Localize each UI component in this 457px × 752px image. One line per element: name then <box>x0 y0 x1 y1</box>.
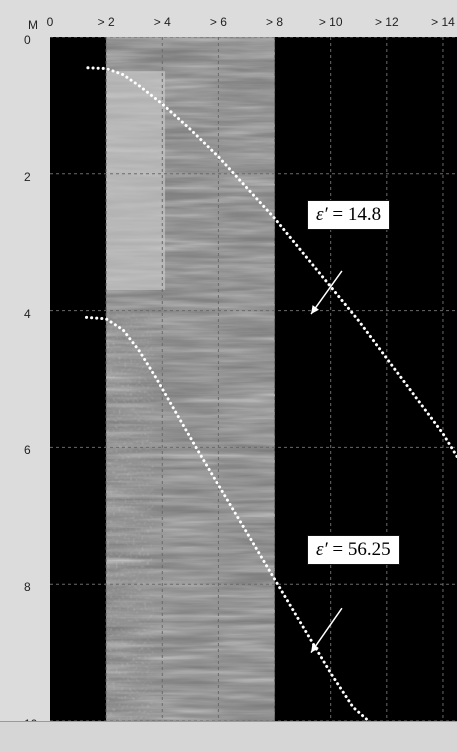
y-tick-label: 6 <box>24 444 31 456</box>
radar-data <box>106 37 274 721</box>
y-tick-label: 2 <box>24 171 31 183</box>
x-tick-label: > 12 <box>375 16 399 28</box>
y-tick-label: 4 <box>24 308 31 320</box>
y-ruler <box>0 37 51 721</box>
speckle-noise-zone <box>106 311 153 721</box>
x-tick-label: 0 <box>47 16 54 28</box>
bright-reflection-zone <box>106 71 165 290</box>
x-tick-label: > 4 <box>154 16 171 28</box>
y-unit-label: M <box>28 18 38 32</box>
permittivity-label-2: ε′ = 56.25 <box>307 535 400 565</box>
radargram-plot[interactable]: ε′ = 14.8 ε′ = 56.25 <box>50 37 457 721</box>
permittivity-value-2: = 56.25 <box>328 539 391 560</box>
x-tick-label: > 2 <box>98 16 115 28</box>
radargram-svg <box>50 37 457 721</box>
permittivity-label-1: ε′ = 14.8 <box>307 200 390 230</box>
status-strip <box>0 721 457 752</box>
epsilon-symbol: ε′ <box>316 204 328 225</box>
y-tick-label: 0 <box>24 34 31 46</box>
x-tick-label: > 10 <box>319 16 343 28</box>
x-tick-label: > 6 <box>210 16 227 28</box>
y-tick-label: 8 <box>24 581 31 593</box>
epsilon-symbol: ε′ <box>316 539 328 560</box>
x-tick-label: > 8 <box>266 16 283 28</box>
x-tick-label: > 14 <box>431 16 455 28</box>
permittivity-value-1: = 14.8 <box>328 204 381 225</box>
